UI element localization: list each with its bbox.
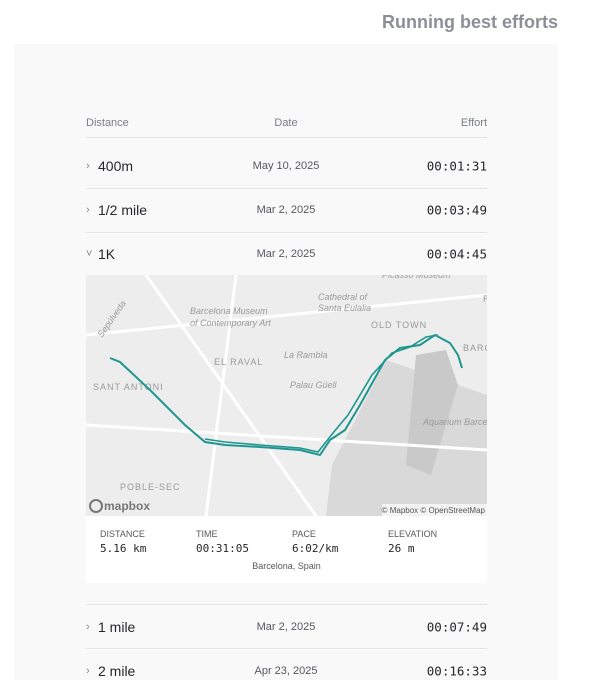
divider	[86, 188, 487, 189]
stat-label: ELEVATION	[388, 529, 438, 539]
date: Mar 2, 2025	[256, 248, 316, 260]
chevron[interactable]: ›	[86, 204, 90, 216]
chevron[interactable]: ›	[86, 665, 90, 677]
map-label: Aquarium Barcelona	[422, 417, 487, 427]
stat-value: 6:02/km	[292, 542, 339, 555]
effort: 00:07:49	[426, 619, 487, 635]
effort: 00:01:31	[426, 158, 487, 174]
divider	[86, 604, 487, 605]
map-label: R	[483, 294, 487, 304]
map-label: Cathedral of	[318, 292, 369, 302]
effort: 00:04:45	[426, 246, 487, 262]
date: May 10, 2025	[252, 160, 320, 172]
map-label: Barcelona Museum	[190, 306, 268, 316]
divider	[86, 648, 487, 649]
date: Mar 2, 2025	[256, 621, 316, 633]
map-label: Palau Güell	[290, 380, 338, 390]
effort: 00:16:33	[426, 663, 487, 679]
map-logo-icon	[89, 499, 103, 513]
map-label: La Rambla	[284, 350, 328, 360]
date: Mar 2, 2025	[256, 204, 316, 216]
map-attribution: © Mapbox © OpenStreetMap	[382, 506, 486, 515]
stat-label: TIME	[196, 529, 218, 539]
date: Apr 23, 2025	[254, 665, 318, 677]
map-label: OLD TOWN	[371, 320, 427, 330]
map-logo: mapbox	[104, 499, 150, 513]
page-title: Running best efforts	[382, 12, 558, 32]
map-label: POBLE-SEC	[120, 482, 181, 492]
stat-value: 00:31:05	[196, 542, 249, 555]
map-label: EL RAVAL	[214, 357, 263, 367]
chevron[interactable]: ›	[86, 160, 90, 172]
distance[interactable]: 1/2 mile	[98, 202, 148, 218]
distance[interactable]: 2 mile	[98, 663, 136, 679]
column-header: Date	[274, 117, 298, 129]
distance[interactable]: 1 mile	[98, 619, 136, 635]
stat-label: DISTANCE	[100, 529, 145, 539]
distance[interactable]: 400m	[98, 158, 134, 174]
divider	[86, 232, 487, 233]
map: Picasso Museum Barcelona Museum of Contemp…	[86, 275, 487, 516]
attribution-bg	[382, 504, 487, 516]
stat-label: PACE	[292, 529, 316, 539]
chevron[interactable]: ›	[86, 621, 90, 633]
map-label: of Contemporary Art	[190, 318, 271, 328]
effort: 00:03:49	[426, 202, 487, 218]
stats-panel: DISTANCE 5.16 km TIME 00:31:05 PACE 6:02/km EL…	[86, 516, 487, 583]
column-header: Effort	[460, 117, 487, 129]
map-label: SANT ANTONI	[93, 382, 164, 392]
location: Barcelona, Spain	[252, 561, 321, 571]
map-label: BARC	[463, 343, 487, 353]
stat-value: 26 m	[388, 542, 415, 555]
chevron[interactable]: ˅	[86, 248, 93, 260]
column-header: Distance	[86, 117, 129, 129]
stat-value: 5.16 km	[100, 542, 147, 555]
map-label: Santa Eulalia	[318, 303, 371, 313]
divider	[86, 137, 487, 138]
distance[interactable]: 1K	[98, 246, 116, 262]
map-label: Picasso Museum	[382, 275, 451, 280]
